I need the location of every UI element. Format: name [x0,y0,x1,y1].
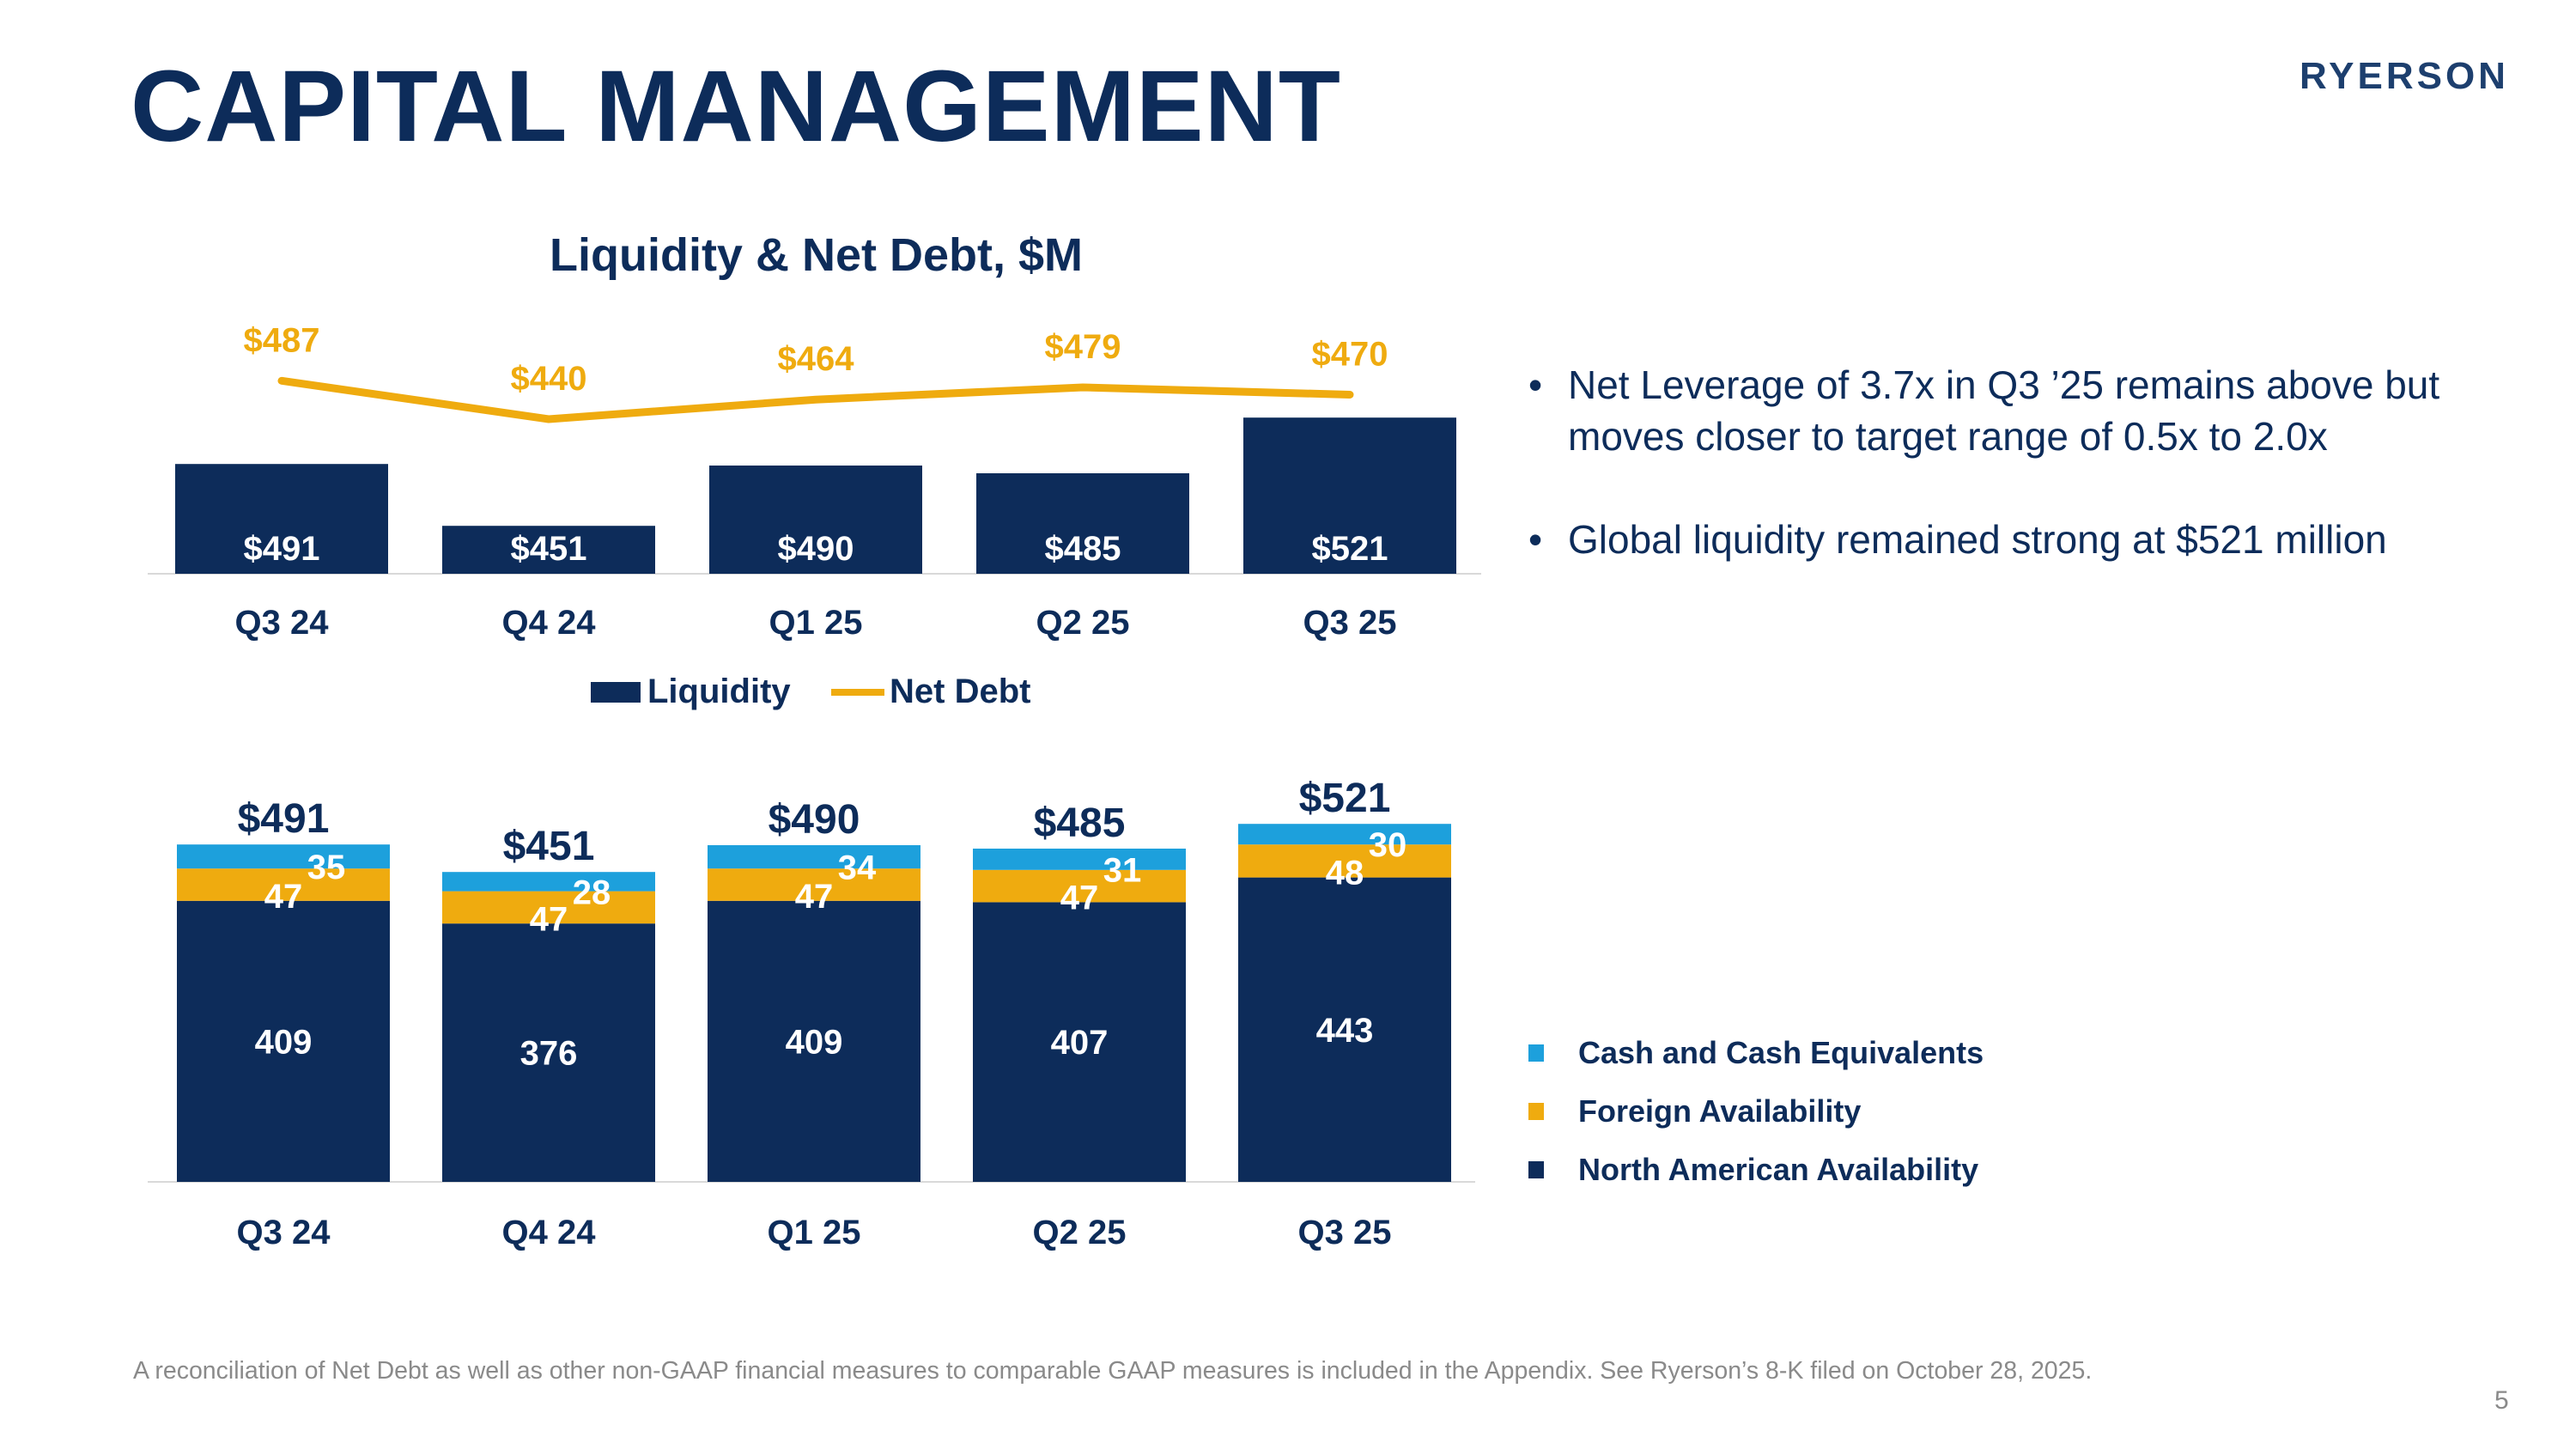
chart2-category-label: Q2 25 [1033,1214,1127,1251]
page-title: CAPITAL MANAGEMENT [131,50,1341,163]
cash-value-label: 30 [1369,826,1407,864]
liquidity-bar [175,464,388,574]
foreign-value-label: 47 [1060,880,1099,917]
legend-label-cash: Cash and Cash Equivalents [1578,1035,1984,1070]
chart1-category-label: Q3 25 [1303,604,1397,642]
net-debt-value-label: $464 [778,340,855,378]
foreign-segment [1238,844,1451,878]
cash-value-label: 28 [573,874,611,911]
net-debt-value-label: $487 [244,321,320,359]
key-points-list: Net Leverage of 3.7x in Q3 ’25 remains a… [1528,359,2542,617]
legend-label-liquidity: Liquidity [647,673,791,710]
legend-label-net-debt: Net Debt [890,673,1030,710]
foreign-value-label: 47 [795,878,834,916]
liquidity-bar [976,473,1189,574]
foreign-segment [442,891,655,924]
legend-label-foreign: Foreign Availability [1578,1093,1862,1129]
cash-segment [973,849,1186,870]
north-american-segment [973,902,1186,1182]
liquidity-value-label: $521 [1312,530,1388,568]
net-debt-line [277,376,1354,423]
legend-item-foreign: Foreign Availability [1528,1082,1984,1141]
chart1-category-label: Q2 25 [1036,604,1130,642]
chart2-category-label: Q4 24 [502,1214,597,1251]
chart1-category-label: Q3 24 [235,604,330,642]
cash-value-label: 34 [838,849,877,887]
legend-label-north-american: North American Availability [1578,1152,1979,1187]
footnote: A reconciliation of Net Debt as well as … [133,1357,2093,1385]
chart1-category-label: Q4 24 [502,604,597,642]
foreign-value-label: 47 [530,900,568,938]
net-debt-value-label: $470 [1312,336,1388,374]
cash-segment [708,845,920,869]
north-american-value-label: 409 [786,1023,843,1061]
legend-swatch-cash [1528,1044,1544,1062]
liquidity-bar [442,526,655,574]
liquidity-value-label: $491 [244,530,320,568]
liquidity-value-label: $485 [1045,530,1121,568]
bullet-net-leverage: Net Leverage of 3.7x in Q3 ’25 remains a… [1528,359,2542,462]
chart2-category-label: Q3 24 [237,1214,331,1251]
foreign-segment [708,868,920,901]
north-american-segment [708,900,920,1182]
stack-total-label: $485 [1034,801,1126,846]
net-debt-value-label: $440 [511,360,587,398]
stack-total-label: $491 [238,796,330,842]
north-american-segment [1238,877,1451,1182]
liquidity-bar [709,466,922,574]
foreign-value-label: 48 [1326,854,1364,892]
legend-swatch-north-american [1528,1161,1544,1178]
chart-liquidity-title: Liquidity & Net Debt, $M [550,229,1083,281]
cash-segment [1238,824,1451,845]
north-american-value-label: 443 [1316,1012,1374,1050]
liquidity-value-label: $490 [778,530,854,568]
foreign-value-label: 47 [264,878,303,916]
legend-swatch-liquidity [591,682,641,703]
chart2-category-label: Q3 25 [1298,1214,1392,1251]
stack-total-label: $451 [503,824,595,869]
cash-value-label: 35 [307,849,346,886]
liquidity-bar [1243,417,1456,574]
north-american-segment [442,923,655,1182]
north-american-value-label: 376 [520,1035,578,1073]
net-debt-value-label: $479 [1045,328,1121,366]
bullet-global-liquidity: Global liquidity remained strong at $521… [1528,514,2542,565]
north-american-segment [177,900,390,1182]
foreign-segment [973,869,1186,903]
page-number: 5 [2494,1386,2509,1415]
legend-item-cash: Cash and Cash Equivalents [1528,1024,1984,1082]
legend-swatch-foreign [1528,1103,1544,1120]
stack-total-label: $521 [1299,776,1391,821]
ryerson-logo: RYERSON [2300,55,2509,97]
liquidity-value-label: $451 [511,530,587,568]
legend-item-north-american: North American Availability [1528,1141,1984,1199]
chart2-category-label: Q1 25 [768,1214,861,1251]
breakdown-legend: Cash and Cash Equivalents Foreign Availa… [1528,1024,1984,1199]
cash-segment [177,844,390,869]
chart1-category-label: Q1 25 [769,604,863,642]
stack-total-label: $490 [769,797,860,843]
north-american-value-label: 409 [255,1023,313,1061]
cash-value-label: 31 [1103,851,1142,889]
cash-segment [442,872,655,892]
foreign-segment [177,868,390,901]
north-american-value-label: 407 [1051,1024,1109,1062]
